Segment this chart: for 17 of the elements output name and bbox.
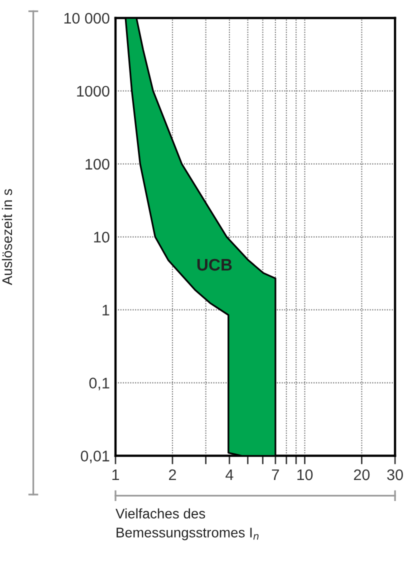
y-axis-title: Auslösezeit in s [2, 189, 12, 286]
y-tick-label: 0,01 [80, 450, 110, 464]
x-tick-label: 2 [168, 469, 176, 480]
x-axis-title: Vielfaches des Bemessungsstromes I$_{n}$ [116, 508, 259, 540]
annotation: UCB [197, 258, 232, 271]
x-tick-label: 20 [354, 469, 370, 480]
y-tick-label: 0,1 [89, 378, 110, 390]
y-tick-label: 1 [102, 304, 110, 316]
y-tick-label: 1000 [77, 86, 110, 97]
x-tick-label: 10 [297, 469, 313, 480]
y-tick-label: 100 [86, 158, 110, 170]
x-tick-label: 7 [272, 470, 279, 480]
x-tick-label: 1 [112, 470, 120, 480]
y-tick-label: 10 [94, 232, 110, 243]
x-tick-label: 30 [387, 469, 403, 480]
x-tick-label: 4 [226, 470, 234, 480]
y-tick-label: 10 000 [64, 12, 110, 24]
